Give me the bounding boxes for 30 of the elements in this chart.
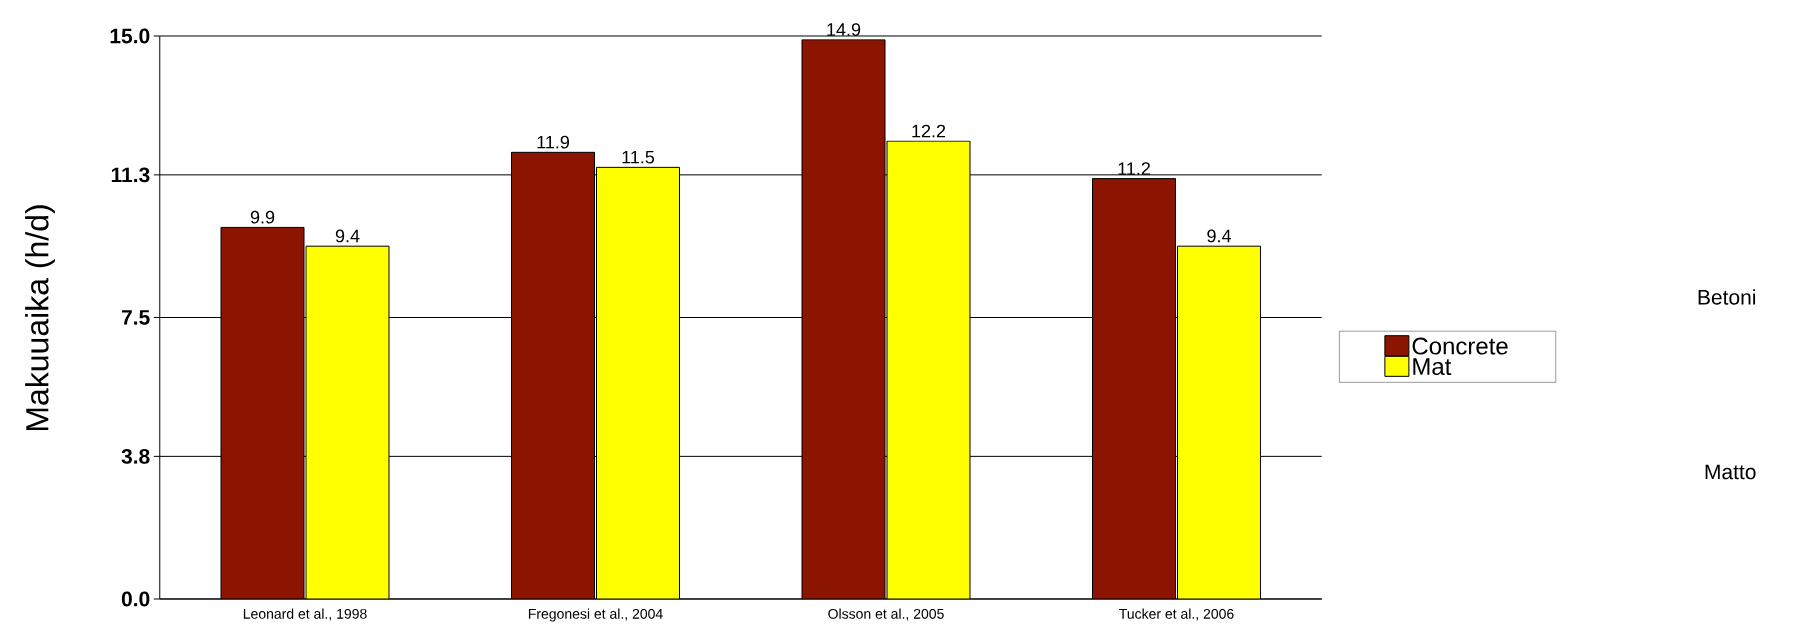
x-tick-label: Olsson et al., 2005 bbox=[828, 608, 944, 621]
data-label: 11.9 bbox=[537, 135, 570, 149]
data-label: 14.9 bbox=[827, 23, 861, 36]
text: Matto bbox=[1705, 464, 1756, 480]
legend-label: Mat bbox=[1413, 358, 1452, 376]
y-axis-title: Makuuaika (h/d) bbox=[25, 205, 55, 431]
bar bbox=[1092, 178, 1176, 599]
bar bbox=[801, 39, 886, 599]
y-tick-label: 7.5 bbox=[121, 310, 150, 325]
data-label: 12.2 bbox=[912, 124, 946, 138]
x-tick-label: Leonard et al., 1998 bbox=[243, 608, 367, 621]
data-label: 11.2 bbox=[1118, 162, 1150, 175]
y-tick-label: 0.0 bbox=[121, 591, 150, 607]
data-label: 11.5 bbox=[622, 150, 655, 164]
bar bbox=[596, 166, 681, 599]
data-label: 9.4 bbox=[1207, 229, 1231, 243]
x-tick-label: Tucker et al., 2006 bbox=[1119, 608, 1234, 621]
legend-label: Concrete bbox=[1412, 337, 1508, 355]
y-tick-label: 11.3 bbox=[111, 167, 150, 183]
bar bbox=[1177, 245, 1261, 599]
bar bbox=[886, 140, 971, 599]
x-tick-label: Fregonesi et al., 2004 bbox=[528, 608, 663, 622]
text: Betoni bbox=[1698, 289, 1756, 305]
y-tick-label: 15.0 bbox=[110, 28, 150, 44]
y-tick-label: 3.8 bbox=[121, 448, 150, 464]
data-label: 9.4 bbox=[335, 229, 360, 243]
bar bbox=[511, 151, 596, 599]
data-label: 9.9 bbox=[250, 210, 275, 224]
bar bbox=[220, 226, 305, 599]
bar bbox=[305, 245, 390, 599]
